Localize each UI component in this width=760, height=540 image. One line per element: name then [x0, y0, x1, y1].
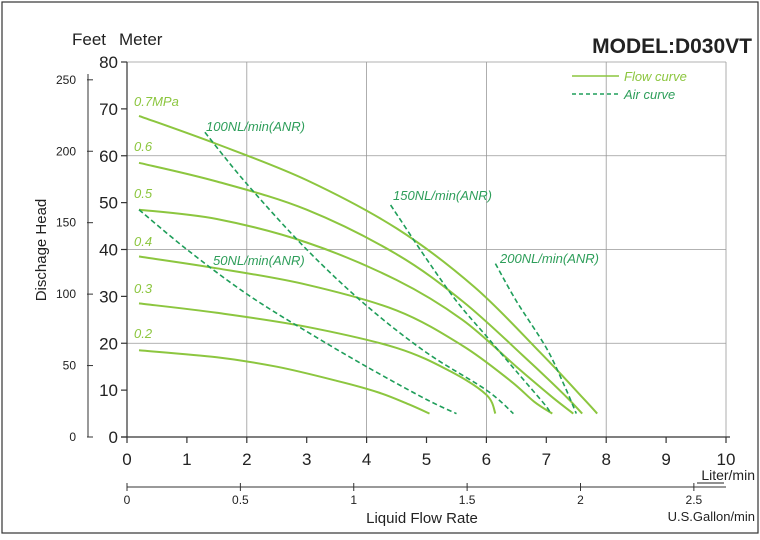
flow-curve-line [138, 208, 574, 415]
air-curve-label: 150NL/min(ANR) [393, 188, 492, 203]
flow-curve-line [138, 161, 583, 415]
x-tick-label-gallon: 1 [350, 493, 357, 507]
air-curve-line [494, 263, 578, 414]
grid-layer [127, 61, 727, 437]
air-curve-label: 200NL/min(ANR) [499, 251, 599, 266]
flow-curve-label: 0.2 [134, 326, 153, 341]
x-tick-label-gallon: 2.5 [686, 493, 703, 507]
y-tick-label-meter: 20 [99, 334, 118, 353]
flow-curve-line [138, 255, 553, 415]
y-axis-title: Dischage Head [33, 199, 50, 302]
y-tick-label-meter: 60 [99, 147, 118, 166]
y-tick-label-feet: 0 [69, 430, 76, 444]
series-layer [138, 114, 598, 415]
y-tick-label-meter: 30 [99, 287, 118, 306]
flow-curve-line [138, 349, 430, 415]
flow-curve-line [138, 114, 598, 415]
x-tick-label-liter: 8 [601, 450, 610, 469]
x-axis-title: Liquid Flow Rate [366, 510, 478, 527]
flow-curve-label: 0.7MPa [134, 94, 179, 109]
y-tick-label-feet: 250 [56, 73, 76, 87]
x-tick-label-liter: 5 [422, 450, 431, 469]
x-tick-label-liter: 3 [302, 450, 311, 469]
y-tick-label-feet: 150 [56, 216, 76, 230]
meter-unit-label: Meter [119, 30, 163, 49]
x-tick-label-liter: 6 [482, 450, 491, 469]
gallon-unit-label: U.S.Gallon/min [668, 509, 755, 524]
x-tick-label-gallon: 0 [124, 493, 131, 507]
x-tick-label-gallon: 0.5 [232, 493, 249, 507]
flow-curve-label: 0.6 [134, 139, 153, 154]
x-tick-label-gallon: 2 [577, 493, 584, 507]
flow-curve-label: 0.5 [134, 186, 153, 201]
y-tick-label-feet: 50 [63, 359, 77, 373]
legend-air-label: Air curve [623, 87, 675, 102]
y-tick-label-meter: 10 [99, 381, 118, 400]
y-tick-label-feet: 200 [56, 144, 76, 158]
legend: Flow curve Air curve [572, 69, 687, 102]
legend-flow-label: Flow curve [624, 69, 687, 84]
y-tick-label-meter: 80 [99, 53, 118, 72]
air-curve-line [389, 204, 551, 414]
x-tick-label-gallon: 1.5 [459, 493, 476, 507]
y-tick-label-meter: 40 [99, 241, 118, 260]
chart-title: MODEL:D030VT [592, 35, 752, 58]
x-tick-label-liter: 9 [661, 450, 670, 469]
x-tick-label-liter: 4 [362, 450, 371, 469]
x-tick-label-liter: 10 [717, 450, 736, 469]
x-tick-label-liter: 0 [122, 450, 131, 469]
y-tick-label-meter: 50 [99, 194, 118, 213]
labels-layer: 0.7MPa 0.6 0.5 0.4 0.3 0.2 100NL/min(ANR) 150NL… [134, 94, 599, 341]
air-curve-line [204, 131, 514, 415]
air-curve-label: 100NL/min(ANR) [206, 119, 305, 134]
x-tick-label-liter: 2 [242, 450, 251, 469]
air-curve-line [138, 209, 457, 415]
feet-unit-label: Feet [72, 30, 106, 49]
y-tick-label-feet: 100 [56, 287, 76, 301]
y-tick-label-meter: 0 [109, 428, 118, 447]
flow-curve-line [138, 302, 497, 415]
flow-curve-label: 0.4 [134, 234, 152, 249]
y-tick-label-meter: 70 [99, 100, 118, 119]
x-tick-label-liter: 1 [182, 450, 191, 469]
x-tick-label-liter: 7 [542, 450, 551, 469]
flow-curve-label: 0.3 [134, 281, 153, 296]
air-curve-label: 50NL/min(ANR) [213, 253, 305, 268]
liter-unit-label: Liter/min [701, 467, 755, 483]
